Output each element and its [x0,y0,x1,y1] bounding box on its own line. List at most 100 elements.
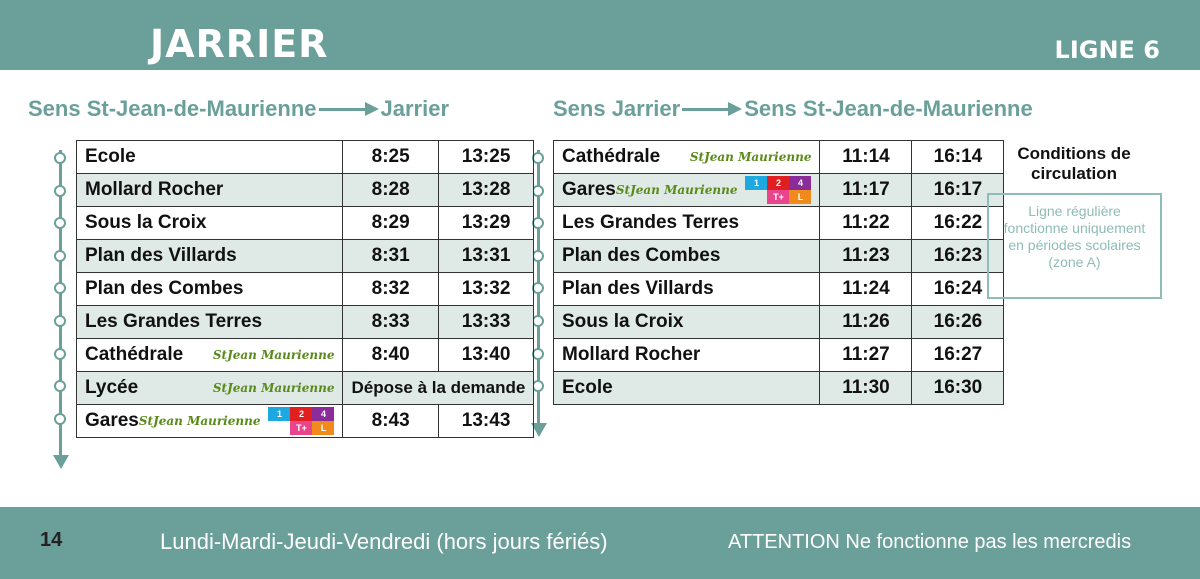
arrow-down-icon [531,422,547,437]
stop-dot-icon [54,184,66,197]
time-cell: 16:14 [911,140,1005,174]
stop-cell: Plan des Villards [75,239,344,273]
header-banner: JARRIER LIGNE 6 [0,0,1200,70]
time-cell: 13:29 [437,206,535,240]
stop-cell-content: Plan des Villards [85,245,334,267]
stop-name: Ecole [85,146,136,167]
left-direction-title: Sens St-Jean-de-Maurienne Jarrier [28,96,449,122]
time-cell: 11:24 [819,272,913,306]
table-row: Les Grandes Terres 11:22 16:22 [552,206,1005,240]
stop-name: Sous la Croix [85,212,207,233]
stop-name: Les Grandes Terres [85,311,263,332]
network-lines-badges: 1 2 4 T+ L [745,176,812,204]
stop-extras: StJean Maurienne 1 2 4 T+ L [139,407,335,435]
stop-cell: Plan des Villards [552,272,821,306]
operating-days: Lundi-Mardi-Jeudi-Vendredi (hors jours f… [160,529,608,554]
stop-extras: StJean Maurienne [690,151,812,163]
left-from: Sens St-Jean-de-Maurienne [28,96,317,121]
right-timetable: Cathédrale StJean Maurienne 11:14 16:14 Gare… [552,140,1005,405]
on-demand-cell: Dépose à la demande [342,371,535,405]
line-badge: 1 [745,176,768,190]
table-row: Sous la Croix 11:26 16:26 [552,305,1005,339]
line-badge [745,190,767,204]
right-direction-title: Sens Jarrier Sens St-Jean-de-Maurienne [553,96,1033,122]
line-badge [268,421,290,435]
stop-cell-content: Lycée StJean Maurienne [85,377,334,399]
line-badge: T+ [767,190,790,204]
time-cell: 8:29 [342,206,439,240]
arrow-right-icon [682,101,743,117]
stop-cell: Les Grandes Terres [75,305,344,339]
stop-name: Plan des Villards [562,278,714,299]
time-cell: 11:27 [819,338,913,372]
time-cell: 16:27 [911,338,1005,372]
stop-cell-content: Cathédrale StJean Maurienne [85,344,334,366]
stop-dot-icon [54,412,66,425]
left-timetable: Ecole 8:25 13:25 Mollard Rocher 8:28 13:28 Sou… [75,140,535,438]
stop-cell: Ecole [75,140,344,174]
time-cell: 8:32 [342,272,439,306]
stop-cell: Cathédrale StJean Maurienne [552,140,821,174]
stop-name: Plan des Combes [85,278,244,299]
stop-cell-content: Plan des Combes [562,245,811,267]
time-cell: 8:25 [342,140,439,174]
stop-dot-icon [54,282,66,295]
line-badge: L [312,421,335,435]
table-row: Gares StJean Maurienne 1 2 4 T+ L 8:43 13:43 [75,404,535,438]
line-badge: 1 [268,407,291,421]
stop-dot-icon [54,217,66,230]
stop-dot-icon [54,315,66,327]
time-cell: 13:33 [437,305,535,339]
saint-jean-maurienne-logo-icon: StJean Maurienne [212,348,335,362]
stop-dot-icon [54,249,66,262]
stop-cell-content: Plan des Villards [562,278,811,300]
time-cell: 11:23 [819,239,913,273]
right-from: Sens Jarrier [553,96,681,121]
attention-note: ATTENTION Ne fonctionne pas les mercredi… [728,531,1132,553]
table-row: Sous la Croix 8:29 13:29 [75,206,535,240]
conditions-title: Conditions de circulation [1017,144,1131,183]
stop-extras: StJean Maurienne [213,382,335,394]
page-title: JARRIER [150,22,329,66]
time-cell: 13:43 [437,404,535,438]
table-row: Plan des Combes 8:32 13:32 [75,272,535,306]
conditions-box: Ligne régulière fonctionne uniquement en… [987,193,1162,299]
stop-cell: Les Grandes Terres [552,206,821,240]
stop-cell-content: Ecole [85,146,334,168]
stop-cell-content: Les Grandes Terres [85,311,334,333]
time-cell: 11:26 [819,305,913,339]
stop-cell: Gares StJean Maurienne 1 2 4 T+ L [75,404,344,438]
table-row: Plan des Villards 11:24 16:24 [552,272,1005,306]
stop-cell-content: Plan des Combes [85,278,334,300]
stop-cell: Sous la Croix [75,206,344,240]
table-row: Les Grandes Terres 8:33 13:33 [75,305,535,339]
stop-name: Ecole [562,377,613,398]
saint-jean-maurienne-logo-icon: StJean Maurienne [212,381,335,395]
table-row: Cathédrale StJean Maurienne 8:40 13:40 [75,338,535,372]
saint-jean-maurienne-logo-icon: StJean Maurienne [615,183,738,197]
time-cell: 11:14 [819,140,913,174]
time-cell: 11:22 [819,206,913,240]
stop-cell-content: Gares StJean Maurienne 1 2 4 T+ L [562,176,812,204]
time-cell: 13:32 [437,272,535,306]
stop-cell: Mollard Rocher [552,338,821,372]
stop-cell: Mollard Rocher [75,173,344,207]
stop-name: Plan des Villards [85,245,237,266]
line-badge: 4 [312,407,335,421]
table-row: Plan des Villards 8:31 13:31 [75,239,535,273]
table-row: Gares StJean Maurienne 1 2 4 T+ L 11:17 16:17 [552,173,1005,207]
stop-cell-content: Mollard Rocher [562,344,811,366]
stop-cell-content: Les Grandes Terres [562,212,811,234]
stop-name: Lycée [85,377,139,398]
saint-jean-maurienne-logo-icon: StJean Maurienne [138,414,261,428]
table-row: Lycée StJean Maurienne Dépose à la demande [75,371,535,405]
stop-cell-content: Sous la Croix [562,311,811,333]
stop-cell-content: Gares StJean Maurienne 1 2 4 T+ L [85,407,335,435]
route-line [59,150,62,464]
stop-dot-icon [54,152,66,164]
table-row: Mollard Rocher 8:28 13:28 [75,173,535,207]
stop-cell-content: Sous la Croix [85,212,334,234]
arrow-down-icon [53,455,69,470]
table-row: Cathédrale StJean Maurienne 11:14 16:14 [552,140,1005,174]
stop-cell-content: Cathédrale StJean Maurienne [562,146,811,168]
